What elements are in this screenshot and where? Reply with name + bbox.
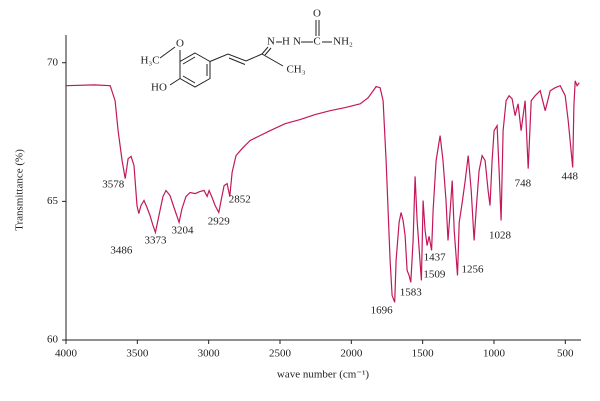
x-tick-label: 4000: [55, 348, 78, 360]
bond: [228, 57, 246, 65]
x-tick-label: 2000: [340, 348, 363, 360]
y-tick-label: 60: [47, 334, 59, 346]
bond: [159, 46, 176, 59]
chain: [209, 53, 263, 62]
structure-label: HO: [151, 82, 167, 94]
peak-label: 2929: [208, 216, 231, 228]
x-tick-label: 3500: [126, 348, 149, 360]
peak-label: 748: [515, 178, 532, 190]
structure-label: CH₃: [286, 64, 305, 76]
structure-label: N: [293, 36, 301, 48]
x-tick-label: 1000: [483, 348, 506, 360]
structure-label: N: [267, 36, 275, 48]
structure-label: H: [282, 36, 290, 48]
bond: [264, 47, 272, 56]
spectrum-line: [65, 80, 580, 303]
peak-label: 1437: [424, 252, 447, 264]
structure-label: H₃C: [140, 55, 159, 67]
y-tick-label: 65: [47, 195, 59, 207]
peak-label: 1028: [489, 230, 512, 242]
bond: [182, 75, 196, 84]
x-tick-label: 2500: [269, 348, 292, 360]
peak-label: 1256: [461, 264, 484, 276]
structure-label: C: [313, 36, 320, 48]
peak-label: 1509: [423, 269, 446, 281]
structure-label: O: [176, 38, 184, 50]
peak-label: 1696: [371, 305, 394, 317]
bond: [261, 46, 269, 55]
structure-label: NH₂: [333, 36, 353, 48]
x-axis-label: wave number (cm⁻¹): [277, 369, 370, 381]
y-tick-label: 70: [47, 56, 59, 68]
bond: [261, 53, 284, 67]
bond: [169, 78, 181, 86]
peak-label: 3486: [110, 245, 133, 257]
y-axis-label: Transmittance (%): [14, 149, 26, 231]
structure-label: O: [313, 8, 321, 20]
peak-label: 3373: [144, 235, 167, 247]
peak-label: 1583: [400, 287, 423, 299]
x-tick-label: 3000: [198, 348, 221, 360]
x-tick-label: 500: [557, 348, 574, 360]
peak-label: 2852: [229, 194, 251, 206]
x-tick-label: 1500: [412, 348, 435, 360]
ring: [179, 52, 211, 88]
peak-label: 448: [561, 171, 578, 183]
peak-label: 3204: [172, 225, 195, 237]
peak-label: 3578: [102, 179, 125, 191]
bond: [182, 56, 196, 65]
